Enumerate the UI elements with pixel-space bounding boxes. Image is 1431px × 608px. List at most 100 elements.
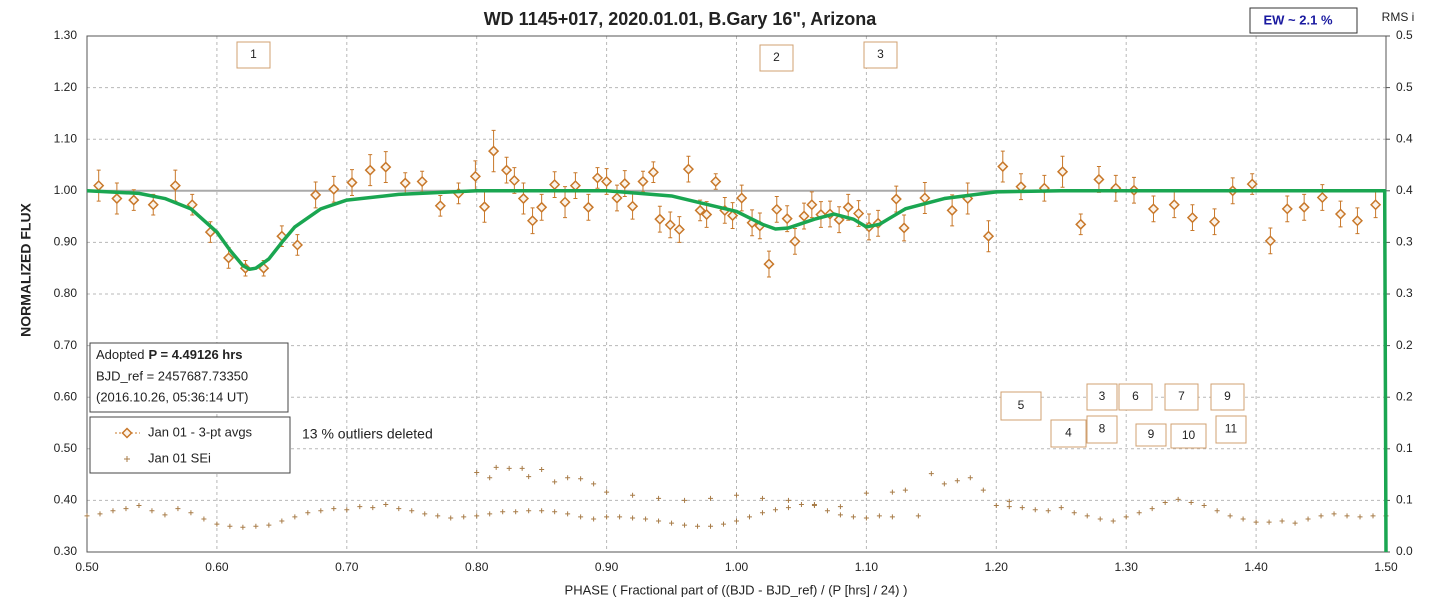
data-point [136, 503, 142, 509]
info-period: P = 4.49126 hrs [148, 347, 242, 362]
data-point [469, 170, 481, 182]
data-point [734, 492, 739, 498]
data-point [898, 222, 910, 234]
data-point [1175, 496, 1181, 502]
x-tick-label: 0.90 [595, 560, 619, 574]
data-point [1058, 505, 1064, 511]
data-point [111, 192, 123, 205]
data-point [928, 471, 934, 477]
data-point [474, 513, 480, 519]
ew-label: EW ~ 2.1 % [1264, 12, 1333, 27]
data-point [493, 464, 499, 470]
data-point [474, 470, 480, 476]
data-point [201, 516, 207, 522]
data-point [627, 200, 639, 212]
data-point [1188, 499, 1194, 505]
data-point [565, 475, 571, 481]
data-point [526, 508, 532, 514]
data-point [227, 523, 233, 529]
data-point [954, 478, 960, 484]
data-point [1147, 203, 1160, 215]
data-point [637, 175, 649, 188]
data-point [578, 514, 584, 520]
data-point [1334, 208, 1347, 220]
x-tick-label: 1.30 [1115, 560, 1139, 574]
annotation-box [759, 44, 794, 72]
data-point [708, 523, 714, 529]
annotation: 11 [1225, 422, 1238, 436]
data-point [526, 215, 539, 227]
data-point [292, 514, 298, 520]
x-tick-label: 0.50 [75, 560, 99, 574]
data-point [591, 172, 604, 184]
data-point [501, 164, 513, 176]
x-tick-label: 1.20 [985, 560, 1009, 574]
y-tick-label: 0.50 [54, 441, 78, 455]
data-point [1056, 166, 1069, 178]
data-point [1331, 511, 1337, 517]
data-point [582, 201, 594, 213]
ew-box [1249, 7, 1358, 34]
data-point [1298, 201, 1310, 213]
data-point [97, 511, 103, 517]
data-point [123, 506, 129, 512]
legend-marker [124, 456, 130, 462]
x-tick-label: 0.60 [205, 560, 229, 574]
y2-tick-label: 0.0 [1396, 544, 1413, 558]
data-point [149, 508, 155, 514]
data-point [798, 502, 804, 508]
y-tick-label: 0.80 [54, 286, 78, 300]
data-point [982, 230, 995, 242]
legend-marker [121, 427, 133, 439]
x-tick-label: 1.00 [725, 560, 749, 574]
data-point [291, 239, 303, 251]
data-point [578, 476, 584, 482]
data-point [266, 522, 272, 528]
annotation-box [863, 41, 898, 69]
data-point [1264, 235, 1276, 247]
annotation: 7 [1178, 389, 1185, 403]
data-point [601, 175, 613, 188]
data-point [344, 507, 350, 513]
y-tick-label: 0.60 [54, 389, 78, 403]
data-point [710, 175, 722, 188]
data-point [488, 145, 500, 157]
data-point [416, 175, 428, 188]
y2-tick-label: 0.1 [1396, 441, 1413, 455]
data-point [863, 515, 869, 521]
data-point [1084, 513, 1090, 519]
y2-tick-label: 0.5 [1396, 80, 1413, 94]
annotation-box [1086, 383, 1118, 411]
x-axis-label: PHASE ( Fractional part of ((BJD - BJD_r… [565, 582, 908, 597]
data-point [1370, 199, 1382, 211]
data-point [1071, 510, 1077, 516]
x-tick-label: 1.50 [1374, 560, 1398, 574]
annotation: 9 [1148, 427, 1155, 441]
data-point [682, 522, 688, 528]
data-point [946, 204, 958, 216]
data-point [517, 192, 530, 205]
data-point [694, 204, 706, 216]
y-tick-label: 1.00 [54, 183, 78, 197]
data-point [1318, 513, 1324, 519]
data-point [1110, 518, 1116, 524]
data-point [110, 508, 116, 514]
annotation: 3 [1099, 389, 1106, 403]
data-point [383, 502, 389, 508]
data-point [448, 515, 454, 521]
data-point [253, 523, 259, 529]
data-point [1246, 178, 1258, 190]
data-point [357, 504, 363, 510]
data-point [1351, 215, 1363, 227]
data-point [1344, 513, 1350, 519]
data-point [889, 514, 895, 520]
data-point [591, 516, 597, 522]
data-point [519, 465, 525, 471]
info-line: Adopted P = 4.49126 hrs [96, 347, 243, 362]
data-point [1019, 505, 1025, 511]
data-point [223, 252, 235, 264]
data-point [435, 513, 441, 519]
data-point [1032, 507, 1038, 513]
